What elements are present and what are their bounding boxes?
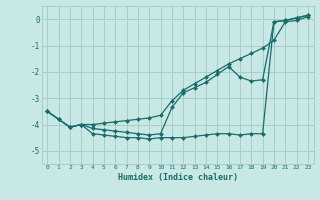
X-axis label: Humidex (Indice chaleur): Humidex (Indice chaleur) <box>118 173 237 182</box>
